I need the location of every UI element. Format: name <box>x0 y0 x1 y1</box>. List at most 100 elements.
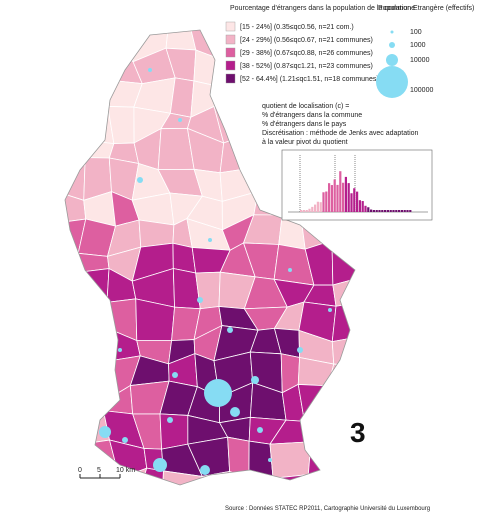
bubble <box>167 417 173 423</box>
histogram-bar <box>372 210 375 212</box>
bubble <box>118 348 122 352</box>
commune <box>84 301 108 332</box>
bubble-key <box>376 66 408 98</box>
class-legend: [15 - 24%] (0.35≤qc0.56, n=21 com.) [24 -… <box>225 21 379 84</box>
commune <box>326 444 355 476</box>
bubble-key <box>389 42 395 48</box>
histogram-bar <box>370 209 373 212</box>
histogram-bar <box>319 202 322 212</box>
histogram-bar <box>333 179 336 212</box>
commune <box>82 326 107 362</box>
commune <box>253 190 283 216</box>
bubble <box>148 68 152 72</box>
histogram-bar <box>330 185 333 212</box>
bubble-key <box>390 30 394 34</box>
legend-swatch <box>225 47 236 58</box>
histogram-bar <box>316 201 319 212</box>
histogram-bar <box>381 210 384 212</box>
commune <box>84 140 115 159</box>
commune <box>109 30 134 63</box>
commune <box>65 330 86 358</box>
bubble-legend-title: Population Etrangère (effectifs) <box>378 5 474 12</box>
commune <box>356 466 389 510</box>
commune <box>356 446 389 472</box>
bubble <box>122 437 128 443</box>
bubble <box>227 327 233 333</box>
commune <box>356 272 397 310</box>
bubble <box>178 118 182 122</box>
bubble <box>99 426 111 438</box>
histogram-bar <box>361 201 364 212</box>
commune <box>356 303 397 335</box>
commune <box>331 302 355 343</box>
legend-label: [24 - 29%] (0.56≤qc0.67, n=21 communes) <box>240 37 373 44</box>
scale-bar: 0 5 10 km <box>78 467 135 479</box>
scale-label: 0 <box>78 467 82 474</box>
commune <box>65 269 86 314</box>
histogram-bar <box>339 171 342 212</box>
commune <box>65 155 86 201</box>
bubble <box>200 465 210 475</box>
histogram-bar <box>350 193 353 212</box>
legend-title: Pourcentage d'étrangers dans la populati… <box>230 5 415 12</box>
commune <box>325 471 355 485</box>
legend-label: [52 - 64.4%] (1.21≤qc1.51, n=18 communes… <box>240 76 379 83</box>
commune <box>195 271 221 310</box>
bubble-key <box>386 54 398 66</box>
commune <box>297 383 335 422</box>
bubble <box>230 407 240 417</box>
source: Source : Données STATEC RP2011, Cartogra… <box>225 506 430 512</box>
legend-swatch <box>225 34 236 45</box>
communes <box>65 30 397 510</box>
bubble <box>208 238 212 242</box>
note-line: à la valeur pivot du quotient <box>262 139 348 146</box>
note-line: % d'étrangers dans la commune <box>262 112 362 119</box>
bubble <box>153 458 167 472</box>
commune <box>354 249 355 276</box>
commune <box>307 474 333 485</box>
histogram-bar <box>342 182 345 212</box>
bubble <box>197 297 203 303</box>
commune <box>165 30 197 51</box>
bubble <box>297 347 303 353</box>
histogram-bar <box>347 183 350 212</box>
commune <box>65 464 89 485</box>
commune <box>354 351 355 391</box>
histogram-bar <box>322 192 325 212</box>
histogram-bar <box>409 210 412 212</box>
commune <box>65 354 90 399</box>
commune <box>80 268 110 314</box>
commune <box>112 467 148 485</box>
commune <box>254 161 280 198</box>
histogram-bar <box>356 191 359 212</box>
commune <box>327 384 355 414</box>
commune <box>65 251 82 273</box>
commune <box>354 218 355 254</box>
histogram-bar <box>311 206 314 212</box>
note-line: % d'étrangers dans le pays <box>262 121 347 128</box>
histogram-bar <box>364 205 367 212</box>
commune <box>81 48 115 80</box>
bubble <box>288 268 292 272</box>
histogram-bar <box>403 210 406 212</box>
legend-swatch <box>225 60 236 71</box>
histogram-bar <box>395 210 398 212</box>
scale-label: 10 km <box>116 467 135 474</box>
commune <box>328 30 355 52</box>
commune <box>303 411 335 446</box>
commune <box>354 384 355 417</box>
histogram-bar <box>375 210 378 212</box>
bubble-label: 100000 <box>410 87 433 94</box>
commune <box>65 130 88 158</box>
commune <box>65 46 83 77</box>
histogram-bar <box>305 210 308 212</box>
commune <box>331 239 355 286</box>
bubble <box>268 458 272 462</box>
map-number: 3 <box>350 417 366 448</box>
bubble <box>204 379 232 407</box>
histogram-bar <box>398 210 401 212</box>
histogram-bar <box>400 210 403 212</box>
bubble <box>328 308 332 312</box>
legend-swatch <box>225 21 236 32</box>
histogram-bar <box>406 210 409 212</box>
